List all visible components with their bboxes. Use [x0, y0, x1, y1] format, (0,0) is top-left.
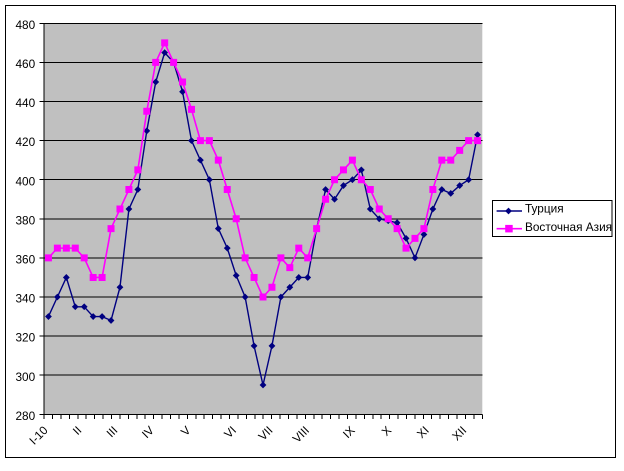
svg-text:300: 300	[16, 370, 36, 384]
svg-text:460: 460	[16, 57, 36, 71]
svg-text:360: 360	[16, 253, 36, 267]
svg-text:Турция: Турция	[525, 202, 564, 216]
svg-text:320: 320	[16, 331, 36, 345]
svg-text:480: 480	[16, 18, 36, 32]
svg-text:380: 380	[16, 213, 36, 227]
svg-text:280: 280	[16, 409, 36, 423]
svg-text:420: 420	[16, 135, 36, 149]
svg-text:Восточная Азия: Восточная Азия	[525, 220, 612, 234]
svg-text:440: 440	[16, 96, 36, 110]
svg-text:400: 400	[16, 174, 36, 188]
svg-text:340: 340	[16, 292, 36, 306]
